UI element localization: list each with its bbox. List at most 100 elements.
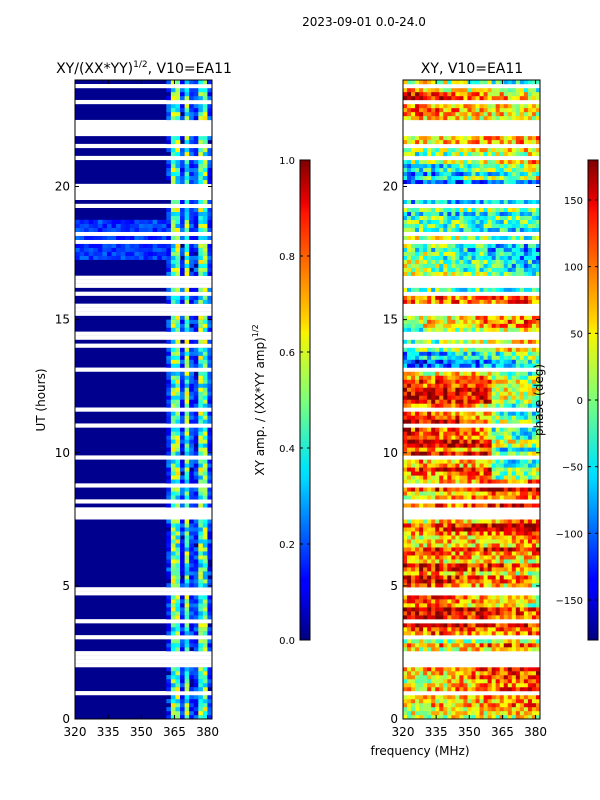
phase-cell bbox=[483, 315, 488, 320]
phase-cell bbox=[427, 251, 432, 256]
phase-cell bbox=[499, 471, 505, 476]
phase-cell bbox=[471, 579, 476, 584]
phase-cell bbox=[403, 211, 408, 216]
phase-cell bbox=[523, 327, 529, 332]
phase-cell bbox=[443, 527, 448, 532]
phase-cell bbox=[483, 459, 488, 464]
phase-cell bbox=[427, 711, 432, 716]
phase-cell bbox=[419, 199, 424, 205]
phase-cell bbox=[427, 475, 432, 480]
phase-cell bbox=[467, 179, 472, 185]
amplitude-cell bbox=[202, 103, 208, 109]
phase-cell bbox=[415, 411, 420, 416]
phase-cell bbox=[419, 559, 424, 564]
amplitude-cell bbox=[166, 519, 172, 524]
phase-cell bbox=[479, 683, 484, 688]
phase-cell bbox=[463, 703, 468, 708]
phase-cell bbox=[507, 375, 513, 380]
phase-cell bbox=[499, 567, 505, 572]
phase-cell bbox=[527, 359, 533, 364]
phase-cell bbox=[407, 287, 412, 292]
amplitude-cell bbox=[189, 391, 195, 396]
phase-cell bbox=[427, 575, 432, 580]
amplitude-cell bbox=[202, 503, 208, 508]
amplitude-cell bbox=[180, 583, 185, 588]
phase-cell bbox=[431, 647, 436, 652]
phase-cell bbox=[419, 259, 424, 264]
phase-cell bbox=[455, 395, 460, 400]
phase-cell bbox=[419, 375, 424, 380]
phase-cell bbox=[499, 371, 505, 376]
phase-cell bbox=[483, 159, 488, 165]
phase-cell bbox=[455, 247, 460, 252]
amplitude-ytick-label: 5 bbox=[62, 579, 70, 593]
phase-cell bbox=[423, 375, 428, 380]
phase-cell bbox=[423, 379, 428, 384]
amplitude-cell bbox=[170, 479, 176, 484]
phase-cell bbox=[535, 255, 541, 260]
phase-cell bbox=[503, 543, 509, 548]
phase-cell bbox=[479, 347, 484, 352]
phase-cell bbox=[507, 575, 513, 580]
phase-cell bbox=[447, 371, 452, 376]
phase-cell bbox=[487, 427, 492, 432]
amplitude-cell bbox=[198, 419, 204, 424]
phase-cell bbox=[503, 519, 509, 524]
amplitude-cell bbox=[175, 219, 181, 224]
amplitude-cell bbox=[180, 707, 185, 712]
amplitude-cell bbox=[184, 147, 190, 153]
phase-cell bbox=[439, 463, 444, 468]
amplitude-cell bbox=[166, 647, 172, 652]
phase-cell bbox=[455, 287, 460, 292]
phase-cell bbox=[419, 371, 424, 376]
phase-cell bbox=[483, 595, 488, 600]
phase-cell bbox=[519, 399, 525, 404]
phase-cell bbox=[471, 259, 476, 264]
phase-cell bbox=[535, 351, 541, 356]
phase-cell bbox=[503, 411, 509, 416]
amplitude-cell bbox=[198, 223, 204, 228]
phase-cell bbox=[531, 451, 537, 456]
amplitude-cell bbox=[180, 603, 185, 608]
phase-cell bbox=[495, 435, 501, 440]
amplitude-cell bbox=[207, 607, 213, 612]
phase-cell bbox=[419, 707, 424, 712]
phase-cell bbox=[431, 439, 436, 444]
phase-cell bbox=[487, 387, 492, 392]
phase-cell bbox=[491, 639, 496, 644]
phase-cell bbox=[463, 271, 468, 276]
phase-cell bbox=[463, 699, 468, 704]
phase-cell bbox=[503, 615, 509, 620]
phase-cell bbox=[407, 167, 412, 173]
phase-cell bbox=[455, 359, 460, 364]
phase-cell bbox=[479, 175, 484, 181]
amplitude-cell bbox=[175, 519, 181, 524]
amplitude-cell bbox=[180, 159, 185, 165]
amplitude-cell bbox=[193, 115, 199, 121]
phase-cell bbox=[411, 243, 416, 248]
phase-cell bbox=[519, 419, 525, 424]
phase-cell bbox=[435, 475, 440, 480]
amplitude-cell bbox=[198, 379, 204, 384]
amplitude-cell bbox=[198, 715, 204, 720]
phase-cell bbox=[439, 339, 444, 344]
phase-cell bbox=[527, 327, 533, 332]
phase-cell bbox=[531, 467, 537, 472]
phase-cell bbox=[435, 603, 440, 608]
phase-cell bbox=[535, 355, 541, 360]
amplitude-cell bbox=[175, 227, 181, 232]
amplitude-cell bbox=[184, 439, 190, 444]
phase-cell bbox=[407, 443, 412, 448]
amplitude-cell bbox=[207, 175, 213, 181]
phase-cell bbox=[427, 535, 432, 540]
phase-cell bbox=[483, 199, 488, 205]
phase-cell bbox=[499, 451, 505, 456]
amplitude-cell bbox=[143, 247, 149, 252]
amplitude-cell bbox=[207, 579, 213, 584]
amplitude-cell bbox=[166, 395, 172, 400]
amplitude-cell bbox=[202, 647, 208, 652]
phase-cell bbox=[495, 243, 501, 248]
phase-cell bbox=[459, 263, 464, 268]
amplitude-cell bbox=[207, 639, 213, 644]
amplitude-cell bbox=[198, 427, 204, 432]
